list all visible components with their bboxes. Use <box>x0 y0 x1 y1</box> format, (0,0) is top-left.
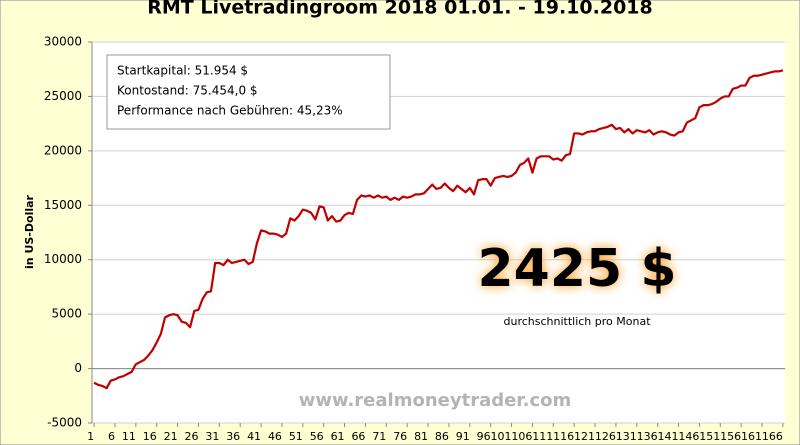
info-box <box>106 54 391 130</box>
y-tick-label: 15000 <box>44 198 82 212</box>
x-tick-label: 166 <box>762 430 783 443</box>
info-line: Performance nach Gebühren: 45,23% <box>117 104 343 118</box>
x-tick-label: 116 <box>553 430 574 443</box>
x-tick-label: 131 <box>616 430 637 443</box>
x-tick-label: 16 <box>143 430 157 443</box>
x-tick-label: 101 <box>491 430 512 443</box>
x-tick-label: 21 <box>164 430 178 443</box>
x-tick-label: 126 <box>595 430 616 443</box>
x-tick-label: 151 <box>699 430 720 443</box>
highlight-value: 2425 $ <box>477 239 676 299</box>
y-tick-label: 25000 <box>44 89 82 103</box>
highlight-caption: durchschnittlich pro Monat <box>503 315 651 328</box>
chart-title: RMT Livetradingroom 2018 01.01. - 19.10.… <box>147 0 653 19</box>
x-tick-label: 121 <box>574 430 595 443</box>
x-tick-label: 106 <box>511 430 532 443</box>
info-line: Startkapital: 51.954 $ <box>117 64 248 78</box>
watermark: www.realmoneytrader.com <box>299 390 572 411</box>
y-tick-label: 10000 <box>44 252 82 266</box>
x-tick-label: 156 <box>720 430 741 443</box>
y-tick-label: 20000 <box>44 143 82 157</box>
x-tick-label: 91 <box>456 430 470 443</box>
x-tick-label: 66 <box>351 430 365 443</box>
x-tick-label: 161 <box>741 430 762 443</box>
x-tick-label: 96 <box>477 430 491 443</box>
x-tick-label: 111 <box>532 430 553 443</box>
y-tick-label: 0 <box>74 361 82 375</box>
x-tick-label: 61 <box>331 430 345 443</box>
x-tick-label: 81 <box>414 430 428 443</box>
x-tick-label: 146 <box>678 430 699 443</box>
x-tick-label: 11 <box>122 430 136 443</box>
x-tick-label: 1 <box>87 430 94 443</box>
info-line: Kontostand: 75.454,0 $ <box>117 84 258 98</box>
x-tick-label: 141 <box>658 430 679 443</box>
highlight-glow: 2425 $ <box>477 239 676 299</box>
x-tick-label: 26 <box>184 430 198 443</box>
x-tick-label: 51 <box>289 430 303 443</box>
x-tick-label: 76 <box>393 430 407 443</box>
x-tick-label: 46 <box>268 430 282 443</box>
y-tick-label: 30000 <box>44 35 82 49</box>
x-tick-label: 71 <box>372 430 386 443</box>
x-tick-label: 136 <box>637 430 658 443</box>
y-tick-label: -5000 <box>47 416 82 430</box>
x-tick-label: 31 <box>205 430 219 443</box>
data-line <box>93 69 784 390</box>
x-tick-label: 6 <box>108 430 115 443</box>
y-axis-label: in US-Dollar <box>23 194 36 269</box>
y-tick-label: 5000 <box>51 307 82 321</box>
x-tick-label: 41 <box>247 430 261 443</box>
x-tick-label: 36 <box>226 430 240 443</box>
x-tick-label: 56 <box>310 430 324 443</box>
x-tick-label: 86 <box>435 430 449 443</box>
